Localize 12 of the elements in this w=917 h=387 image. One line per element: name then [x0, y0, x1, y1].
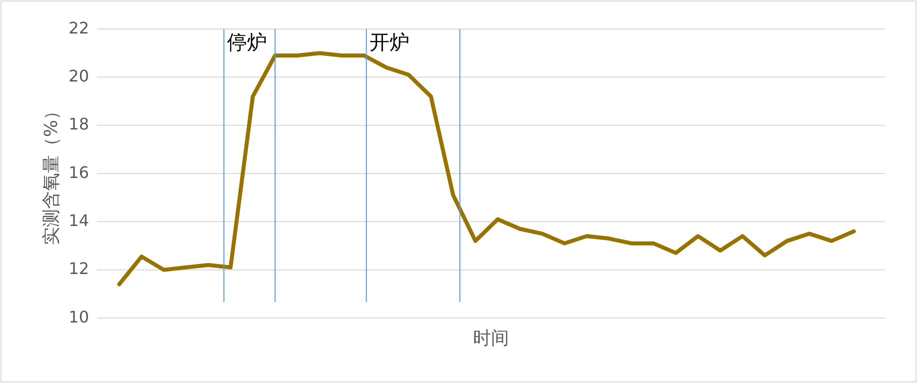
x-axis-title: 时间	[473, 328, 509, 349]
annotation: 停炉	[226, 30, 267, 54]
y-tick-label: 10	[68, 307, 89, 326]
y-tick-label: 18	[68, 114, 89, 134]
y-tick-label: 12	[68, 259, 89, 278]
line-series	[117, 51, 856, 286]
y-tick-label: 22	[68, 18, 89, 38]
y-tick-label: 20	[68, 66, 89, 86]
y-tick-label: 14	[68, 211, 89, 230]
y-tick-label: 16	[68, 162, 89, 182]
annotation: 开炉	[369, 30, 410, 54]
y-axis-title: 实测含氧量（%）	[40, 102, 62, 246]
